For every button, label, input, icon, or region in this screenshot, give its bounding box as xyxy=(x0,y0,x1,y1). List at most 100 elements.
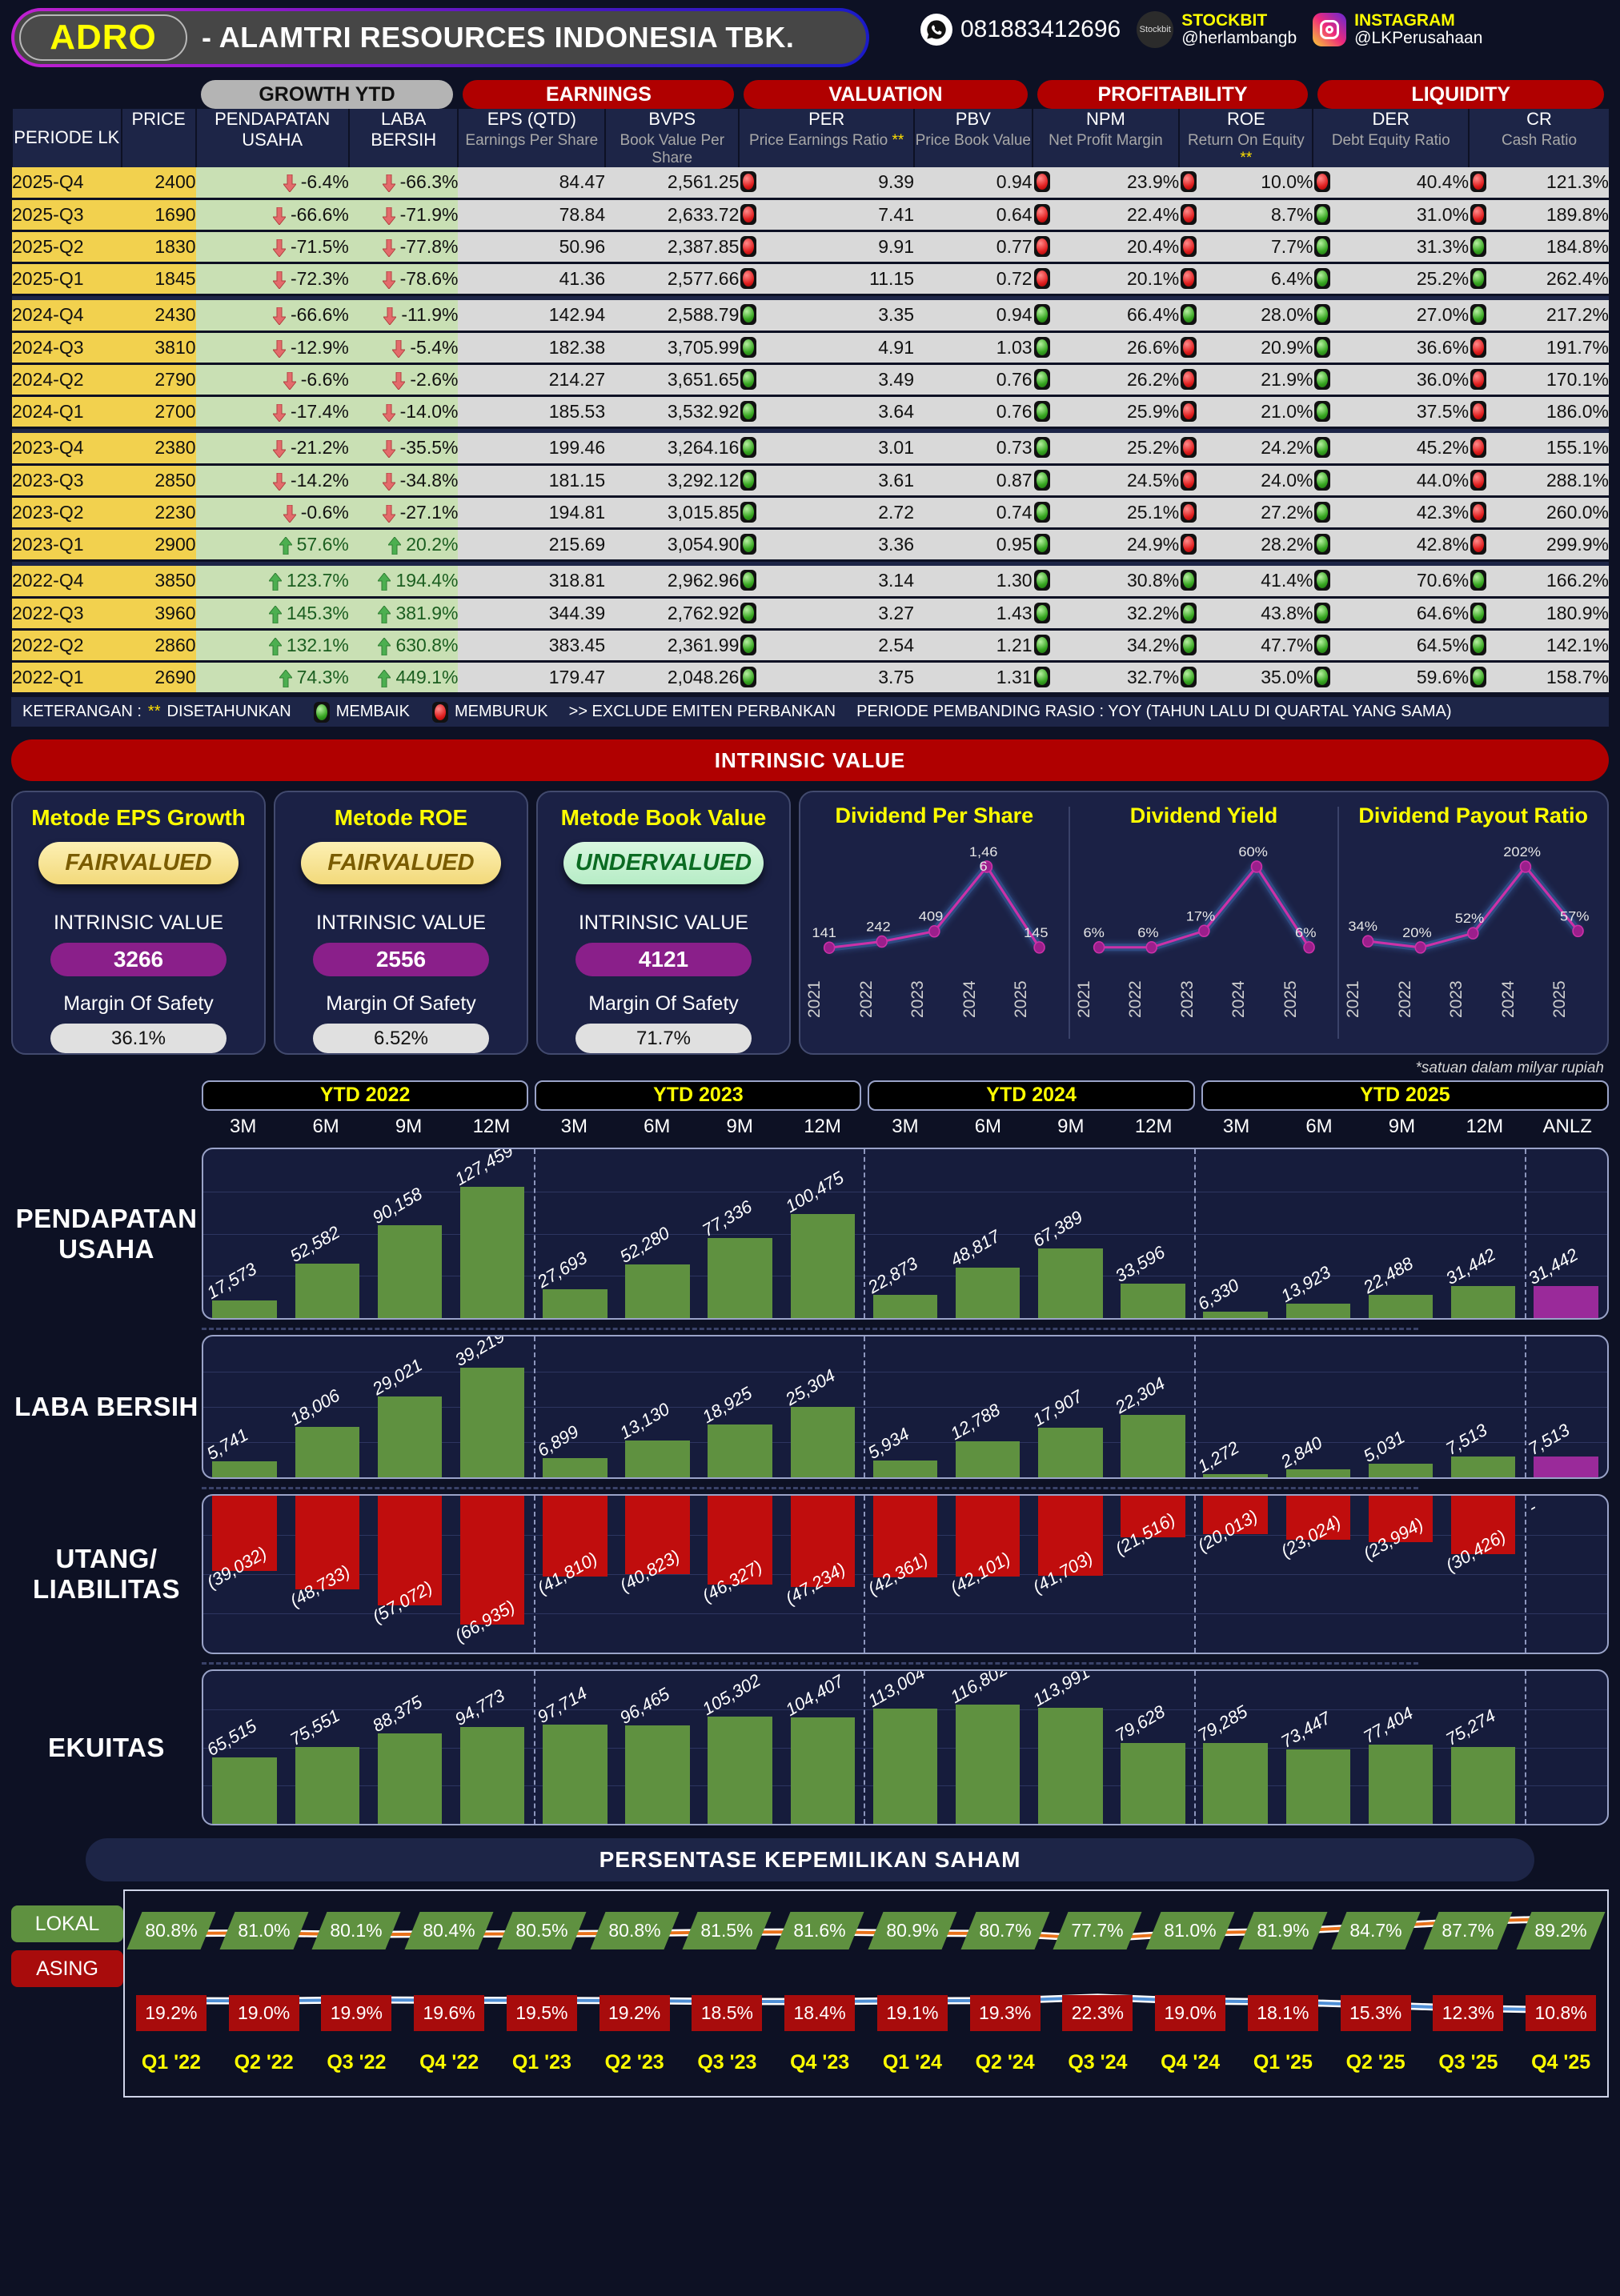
bar: 22,488 xyxy=(1360,1253,1434,1319)
table-row[interactable]: 2024-Q1 2700 -17.4% -14.0% 185.53 3,532.92 3.6… xyxy=(12,395,1609,430)
month-header: 6M xyxy=(974,1116,1002,1138)
instagram-icon xyxy=(1313,13,1347,46)
table-row[interactable]: 2025-Q4 2400 -6.4% -66.3% 84.47 2,561.25 9.39 0… xyxy=(12,166,1609,201)
whatsapp-contact[interactable]: 081883412696 xyxy=(920,14,1121,46)
cell-eps: 181.15 xyxy=(458,464,606,499)
cell-per: 3.49 xyxy=(739,363,914,398)
bar-column: 113,004 xyxy=(864,1669,946,1825)
quarter-label: Q2 '25 xyxy=(1345,2051,1405,2074)
svg-text:34%: 34% xyxy=(1349,919,1378,934)
lokal-value-tag: 80.4% xyxy=(404,1912,494,1950)
cell-npm: 24.9% xyxy=(1032,528,1180,563)
bar-column: (41,810) xyxy=(534,1496,616,1653)
group-growth-ytd: GROWTH YTD xyxy=(200,80,454,109)
cell-bvps: 2,962.96 xyxy=(605,565,740,599)
bar: 65,515 xyxy=(203,1715,277,1825)
cell-npm: 66.4% xyxy=(1032,299,1180,334)
table-row[interactable]: 2025-Q1 1845 -72.3% -78.6% 41.36 2,577.66 11.1… xyxy=(12,262,1609,297)
table-row[interactable]: 2022-Q1 2690 74.3% 449.1% 179.47 2,048.26 3.75… xyxy=(12,661,1609,695)
bar: 67,389 xyxy=(1029,1207,1103,1319)
bar-column: 79,285 xyxy=(1194,1671,1277,1825)
bar-column: 22,873 xyxy=(864,1149,946,1319)
bar-value-label: 7,513 xyxy=(1525,1419,1574,1460)
table-row[interactable]: 2023-Q1 2900 57.6% 20.2% 215.69 3,054.90 3.36 0… xyxy=(12,528,1609,563)
bar-value-label: 113,004 xyxy=(864,1669,928,1712)
bar-column: - xyxy=(1525,1496,1607,1653)
status-lamp-green-icon xyxy=(740,635,757,656)
bar: 97,714 xyxy=(534,1682,608,1825)
bar-value-label: 127,459 xyxy=(451,1148,517,1189)
cell-bvps: 2,361.99 xyxy=(605,629,740,663)
cell-der: 40.4% xyxy=(1313,166,1470,201)
cell-npm: 32.7% xyxy=(1032,661,1180,695)
table-row[interactable]: 2025-Q2 1830 -71.5% -77.8% 50.96 2,387.85 9.91… xyxy=(12,230,1609,265)
x-tick-label: 2021 xyxy=(805,980,824,1018)
ownership-x-cell: Q4 '24 xyxy=(1144,2051,1237,2074)
stockbit-contact[interactable]: Stockbit STOCKBIT @herlambangb xyxy=(1137,11,1297,48)
table-row[interactable]: 2022-Q2 2860 132.1% 630.8% 383.45 2,361.99 2.5… xyxy=(12,629,1609,663)
cell-period: 2022-Q1 xyxy=(12,661,122,695)
bar: 52,582 xyxy=(287,1222,359,1319)
bar-column: 52,582 xyxy=(286,1149,368,1319)
status-lamp-green-icon xyxy=(1181,667,1197,688)
table-row[interactable]: 2025-Q3 1690 -66.6% -71.9% 78.84 2,633.72 7.41… xyxy=(12,198,1609,233)
svg-text:60%: 60% xyxy=(1238,844,1268,859)
ownership-lokal-cell: 84.7% xyxy=(1329,1912,1422,1950)
bar-value-label: 77,336 xyxy=(699,1196,756,1241)
arrow-down-icon xyxy=(272,239,286,258)
cell-cr: 121.3% xyxy=(1469,166,1609,201)
instagram-contact[interactable]: INSTAGRAM @LKPerusahaan xyxy=(1313,11,1482,47)
status-lamp-red-icon xyxy=(1181,337,1197,359)
quarter-label: Q3 '22 xyxy=(327,2051,387,2074)
ownership-x-cell: Q2 '24 xyxy=(959,2051,1052,2074)
table-row[interactable]: 2023-Q2 2230 -0.6% -27.1% 194.81 3,015.85 2.72… xyxy=(12,496,1609,531)
table-row[interactable]: 2022-Q3 3960 145.3% 381.9% 344.39 2,762.92 3.2… xyxy=(12,597,1609,631)
bar-value-label: 104,407 xyxy=(781,1670,847,1721)
status-lamp-green-icon xyxy=(1033,304,1050,326)
year-divider xyxy=(533,1671,535,1825)
status-lamp-green-icon xyxy=(1033,437,1050,459)
bar: (30,426) xyxy=(1442,1496,1516,1576)
svg-text:6: 6 xyxy=(980,859,988,874)
status-lamp-red-icon xyxy=(1470,437,1487,459)
status-lamp-red-icon xyxy=(1470,534,1487,555)
table-row[interactable]: 2024-Q2 2790 -6.6% -2.6% 214.27 3,651.65 3.49 0… xyxy=(12,363,1609,398)
bar-value-label: (41,703) xyxy=(1029,1547,1097,1598)
bar-column: 29,021 xyxy=(368,1336,451,1478)
status-lamp-red-icon xyxy=(1033,268,1050,290)
arrow-down-icon xyxy=(382,404,395,423)
column-subtitle: Return On Equity ** xyxy=(1187,132,1305,166)
whatsapp-icon xyxy=(920,14,952,46)
bar-column: 12,788 xyxy=(947,1336,1029,1478)
status-lamp-green-icon xyxy=(1033,502,1050,523)
table-row[interactable]: 2023-Q4 2380 -21.2% -35.5% 199.46 3,264.16 3.0… xyxy=(12,432,1609,467)
cell-price: 2380 xyxy=(121,432,196,467)
cell-eps: 185.53 xyxy=(458,395,606,430)
table-row[interactable]: 2024-Q4 2430 -66.6% -11.9% 142.94 2,588.79 3.3… xyxy=(12,299,1609,334)
cell-roe: 21.0% xyxy=(1179,395,1313,430)
stockbit-label: STOCKBIT xyxy=(1181,10,1268,30)
year-divider xyxy=(1524,1671,1526,1825)
table-row[interactable]: 2022-Q4 3850 123.7% 194.4% 318.81 2,962.96 3.1… xyxy=(12,565,1609,599)
bar: (47,234) xyxy=(782,1496,856,1609)
ownership-x-cell: Q3 '25 xyxy=(1422,2051,1515,2074)
gridline xyxy=(203,1407,1607,1408)
table-row[interactable]: 2024-Q3 3810 -12.9% -5.4% 182.38 3,705.99 4.91… xyxy=(12,331,1609,366)
table-row[interactable]: 2023-Q3 2850 -14.2% -34.8% 181.15 3,292.12 3.6… xyxy=(12,464,1609,499)
bar-value-label: 113,991 xyxy=(1029,1669,1094,1710)
legend-lokal: LOKAL xyxy=(11,1905,123,1943)
financials-table-wrap: GROWTH YTD EARNINGS VALUATION PROFITABIL… xyxy=(11,77,1609,695)
cell-npm: 26.6% xyxy=(1032,331,1180,366)
bar-column: 13,130 xyxy=(616,1336,699,1478)
status-lamp-red-icon xyxy=(1181,437,1197,459)
month-header: 9M xyxy=(1388,1116,1416,1138)
intrinsic-value-banner: INTRINSIC VALUE xyxy=(11,739,1609,782)
arrow-down-icon xyxy=(283,372,296,391)
bar: (20,013) xyxy=(1194,1496,1268,1556)
x-tick-label: 2023 xyxy=(1177,980,1197,1018)
cell-revenue-growth: -14.2% xyxy=(195,464,349,499)
bar-column: 90,158 xyxy=(368,1149,451,1319)
legend-disetahunkan: DISETAHUNKAN xyxy=(166,703,291,721)
bar: (23,994) xyxy=(1360,1496,1434,1564)
margin-of-safety-label: Margin Of Safety xyxy=(588,992,739,1016)
